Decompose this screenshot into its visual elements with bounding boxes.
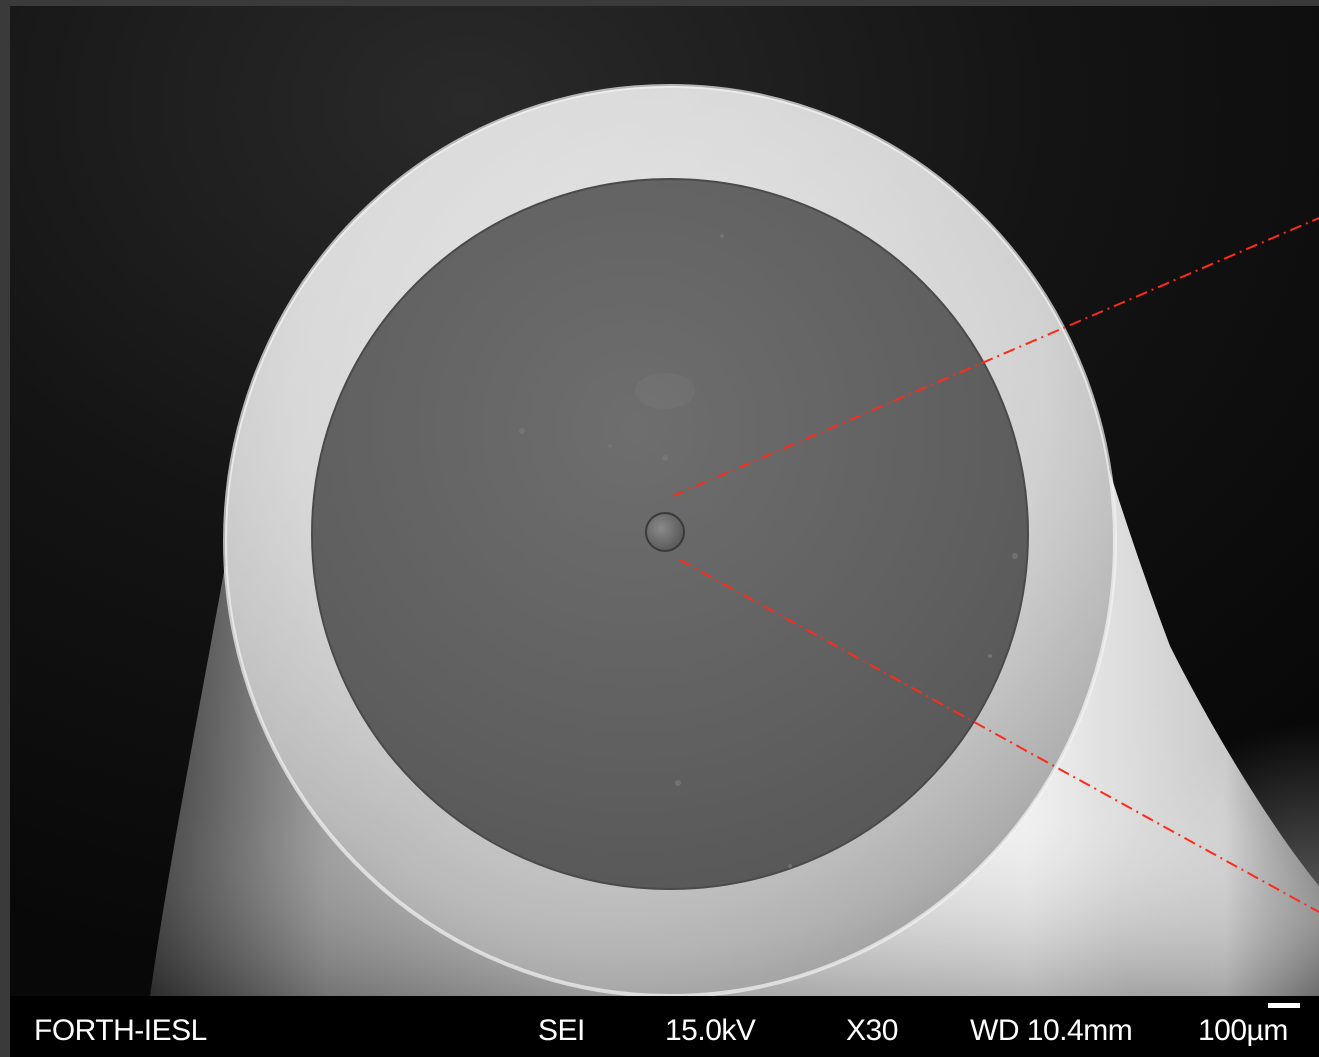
sem-image [10, 6, 1319, 996]
accelerating-voltage-label: 15.0kV [665, 1014, 756, 1047]
detector-label: SEI [538, 1014, 585, 1047]
magnification-label: X30 [846, 1014, 898, 1047]
scale-bar-label: 100µm [1198, 1014, 1288, 1047]
fiber-micrograph [10, 6, 1319, 996]
working-distance-label: WD 10.4mm [970, 1014, 1133, 1047]
sem-data-bar: FORTH-IESL SEI 15.0kV X30 WD 10.4mm 100µ… [10, 996, 1319, 1057]
scale-bar [1268, 1003, 1300, 1008]
lab-label: FORTH-IESL [34, 1014, 207, 1047]
